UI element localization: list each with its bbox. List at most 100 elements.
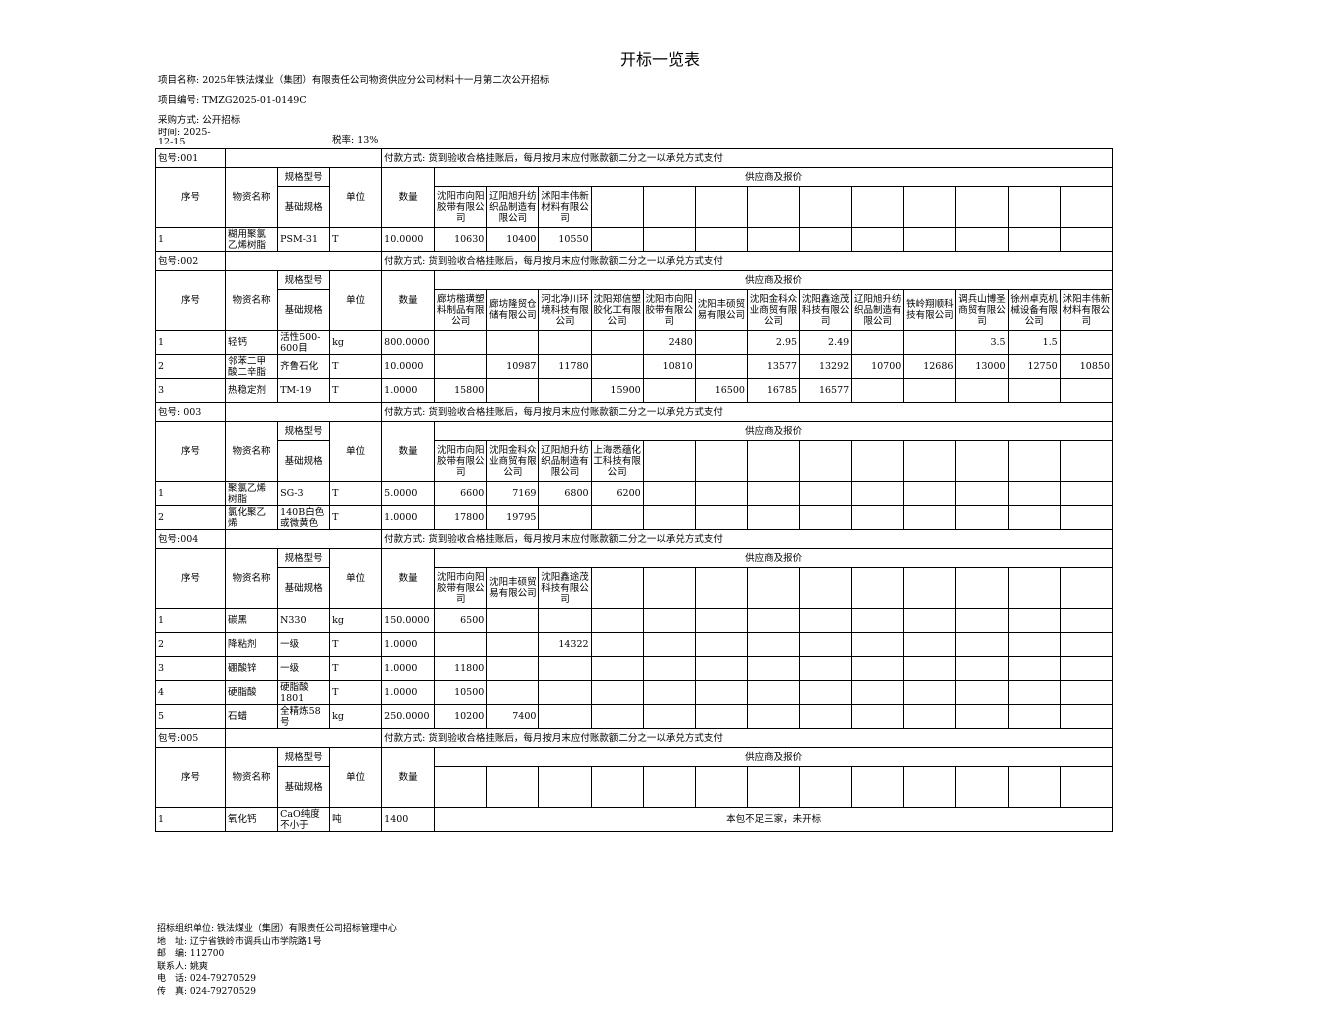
seq: 4 [154,680,227,705]
quote: 10200 [434,704,488,729]
supplier-name [799,186,853,228]
quote [746,656,801,681]
quote [1059,608,1114,633]
item-row: 1 轻钙 活性500-600目 kg 800.0000 2480 2.95 2.49 3.5 1.… [154,330,1114,355]
quote: 10630 [434,227,488,252]
item-name: 氧化钙 [225,807,279,832]
supplier-name [694,766,748,808]
quote [538,608,592,633]
supplier-name: 徐州卓克机械设备有限公司 [1007,289,1061,331]
quote [486,330,540,355]
supplier-name [746,567,801,609]
unit: kg [329,704,383,729]
quote [694,680,748,705]
quote: 16577 [799,378,853,403]
time: 时间: 2025-12-15 [158,128,211,144]
header-suppliers: 供应商及报价 [434,548,1113,568]
quote [903,481,957,506]
header-name: 物资名称 [225,548,279,609]
quote [1007,481,1061,506]
package-row: 包号:004 付款方式: 货到验收合格挂账后，每月按月末应付账款额二分之一以承兑方… [154,529,1113,549]
package-row: 包号:002 付款方式: 货到验收合格挂账后，每月按月末应付账款额二分之一以承兑方… [154,251,1113,271]
seq: 5 [154,704,227,729]
quote [746,704,801,729]
quote [1059,227,1114,252]
quote: 10987 [486,354,540,379]
quote: 12686 [903,354,957,379]
header-name: 物资名称 [225,421,279,482]
item-row: 2 氯化聚乙烯 140B白色或微黄色 T 1.0000 17800 19795 [154,505,1114,530]
quote [903,330,957,355]
quote [903,378,957,403]
quote [694,608,748,633]
supplier-name: 沈阳市向阳胶带有限公司 [434,567,488,609]
quote [799,632,853,657]
header-row: 基础规格 沈阳市向阳胶带有限公司 辽阳旭升纺织品制造有限公司 沭阳丰伟新材料有限公司 [156,186,1114,228]
quote [851,704,905,729]
supplier-name: 沭阳丰伟新材料有限公司 [538,186,592,228]
quote: 2.95 [746,330,801,355]
supplier-name: 沈阳郑信塑胶化工有限公司 [590,289,644,331]
supplier-name [903,567,957,609]
quote [694,704,748,729]
quote [851,656,905,681]
supplier-name [851,567,905,609]
seq: 3 [154,656,227,681]
item-row: 2 邻苯二甲酸二辛脂 齐鲁石化 T 10.0000 10987 11780 10810 1357… [154,354,1114,379]
quote [851,608,905,633]
quote [486,680,540,705]
footer-line: 邮 编: 112700 [157,949,225,960]
supplier-name [642,567,696,609]
seq: 1 [154,481,227,506]
quote [642,656,696,681]
quote: 19795 [486,505,540,530]
footer-line: 联系人: 姚爽 [157,961,208,972]
quote [694,227,748,252]
supplier-name [590,186,644,228]
quote [590,632,644,657]
seq: 2 [154,632,227,657]
quote [903,632,957,657]
supplier-name: 沈阳金科众业商贸有限公司 [746,289,801,331]
supplier-name: 沈阳市向阳胶带有限公司 [434,186,488,228]
quote: 3.5 [955,330,1009,355]
header-row: 基础规格 廊坊楷璜塑料制品有限公司 廊坊隆贸仓储有限公司 河北净川环境科技有限公司 沈阳… [156,289,1114,331]
supplier-name: 辽阳旭升纺织品制造有限公司 [486,186,540,228]
supplier-name: 沈阳鑫途茂科技有限公司 [799,289,853,331]
quote [694,505,748,530]
unit: T [329,227,383,252]
quote: 2.49 [799,330,853,355]
quote [694,354,748,379]
header-qty: 数量 [381,747,436,808]
footer-line: 地 址: 辽宁省铁岭市调兵山市学院路1号 [157,936,322,947]
spec: SG-3 [277,481,331,506]
header-qty: 数量 [381,421,436,482]
table-body: 包号:001 付款方式: 货到验收合格挂账后，每月按月末应付账款额二分之一以承兑方… [154,148,1114,832]
header-unit: 单位 [329,747,383,808]
spec: 硬脂酸1801 [277,680,331,705]
supplier-name [694,440,748,482]
quote [486,632,540,657]
quote [1007,227,1061,252]
quote [955,608,1009,633]
quote [746,505,801,530]
supplier-name: 沈阳鑫途茂科技有限公司 [538,567,592,609]
qty: 1.0000 [381,656,436,681]
quote [746,608,801,633]
quote: 10500 [434,680,488,705]
blank-cell [225,402,383,422]
quote [1059,330,1114,355]
spec: 140B白色或微黄色 [277,505,331,530]
bid-table: 包号:001 付款方式: 货到验收合格挂账后，每月按月末应付账款额二分之一以承兑方… [154,148,1114,832]
quote: 15900 [590,378,644,403]
supplier-name [851,440,905,482]
quote [538,330,592,355]
header-suppliers: 供应商及报价 [434,270,1113,290]
quote [746,680,801,705]
quote [799,481,853,506]
header-row: 序号 物资名称 规格型号 单位 数量 供应商及报价 [154,548,1113,609]
header-seq: 序号 [154,270,227,331]
supplier-name [955,186,1009,228]
quote [799,680,853,705]
supplier-name [903,440,957,482]
